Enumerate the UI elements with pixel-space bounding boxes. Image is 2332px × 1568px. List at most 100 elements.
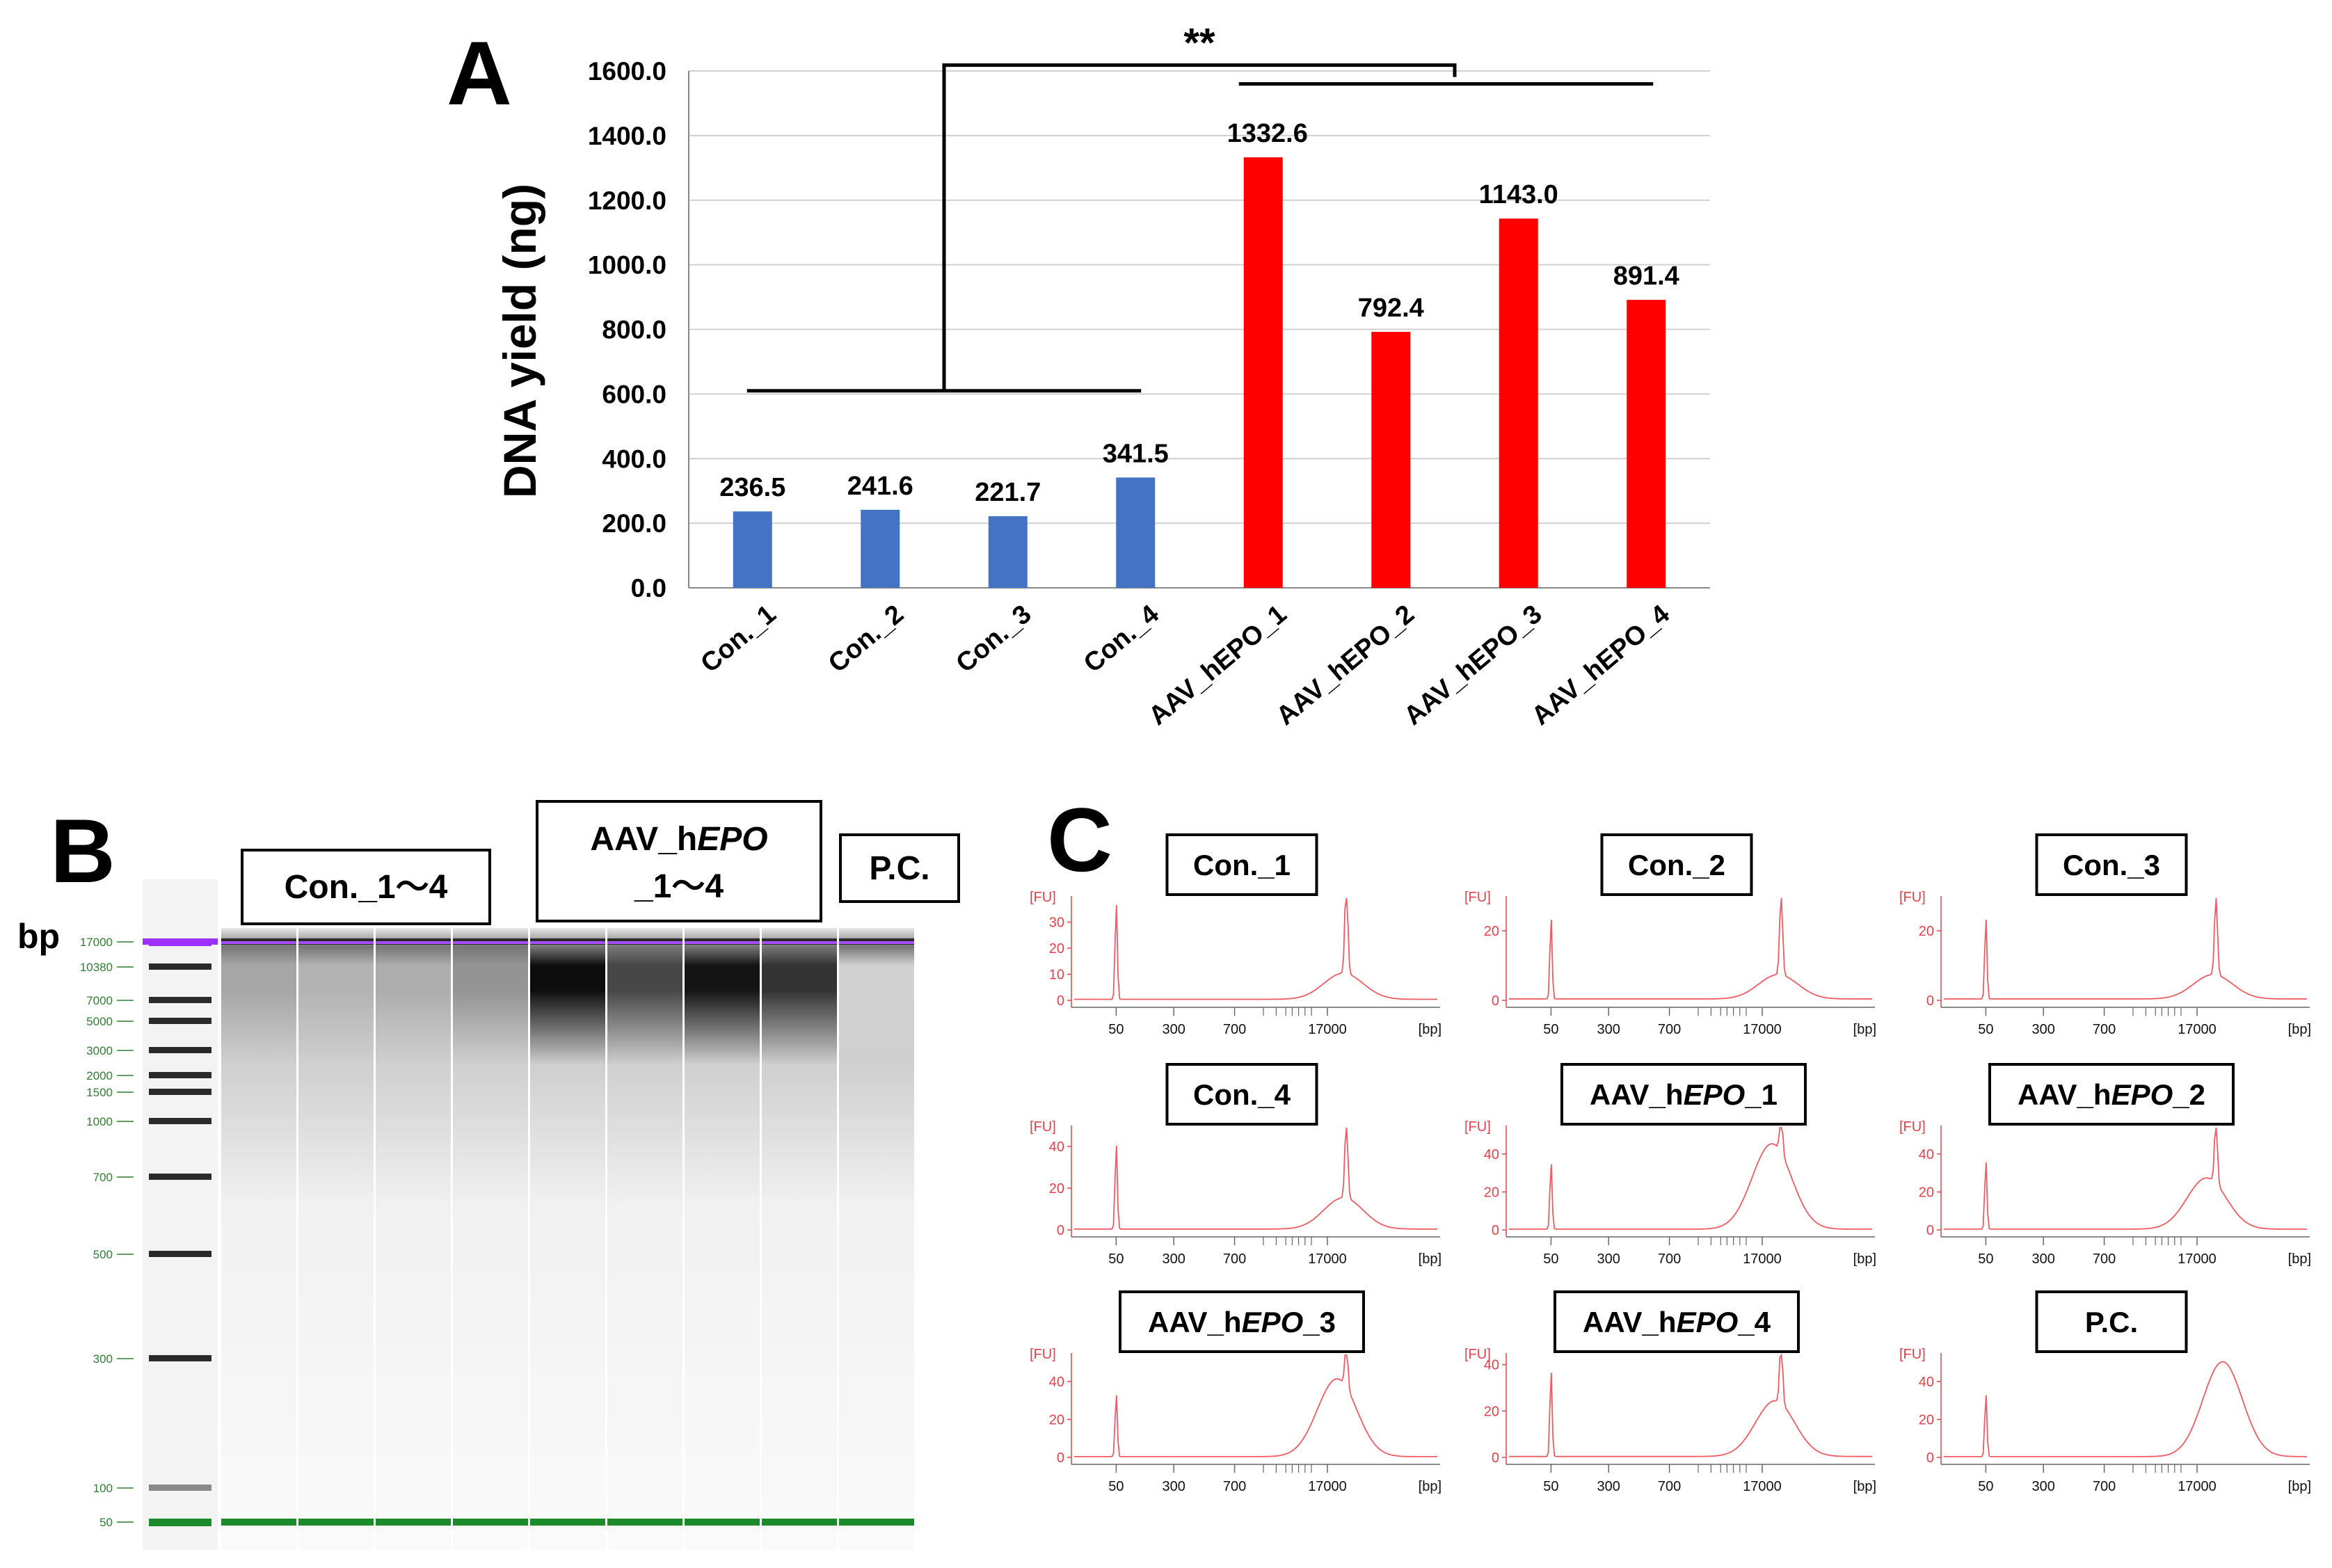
trace-panel: P.C. [FU] 0 20 40 50 300 700 17000 [bp]: [1899, 1290, 2311, 1494]
x-tick-label: 700: [1223, 1022, 1246, 1037]
marker-band-purple: [453, 941, 528, 944]
marker-band-purple: [685, 941, 760, 944]
bar-Con._1: [733, 511, 772, 588]
x-tick-label: 50: [1543, 1479, 1558, 1494]
trace-title: AAV_hEPO_1: [1590, 1078, 1778, 1111]
y-tick-label: 0.0: [631, 574, 666, 602]
x-tick-label: 300: [1597, 1022, 1620, 1037]
ladder-band: [149, 963, 211, 970]
panel-letter-c: C: [1047, 789, 1112, 890]
y-tick-label: 0: [1492, 1223, 1499, 1238]
lane-group-aav-line2: _1〜4: [634, 868, 724, 905]
x-tick-label: 700: [1658, 1022, 1681, 1037]
y-tick-label: 0: [1926, 1223, 1934, 1238]
ladder-band: [149, 997, 211, 1003]
ladder-band: [149, 1018, 211, 1024]
y-unit-label: [FU]: [1899, 1347, 1926, 1362]
marker-band-purple: [298, 941, 374, 944]
y-unit-label: [FU]: [1899, 1119, 1926, 1135]
data-label: 236.5: [719, 473, 785, 502]
x-tick-label: 300: [2032, 1251, 2055, 1267]
x-tick-label: AAV_hEPO_2: [1271, 600, 1420, 731]
x-tick-label: 17000: [1308, 1251, 1347, 1267]
y-tick-label: 20: [1484, 924, 1499, 939]
y-unit-label: [FU]: [1899, 890, 1926, 905]
gel-lane: [298, 928, 374, 1550]
trace-title: AAV_hEPO_3: [1148, 1306, 1336, 1338]
x-unit-label: [bp]: [1419, 1022, 1441, 1037]
x-tick-label: 700: [1223, 1251, 1246, 1267]
y-tick-label: 20: [1919, 1412, 1934, 1427]
y-tick-label: 0: [1492, 1450, 1499, 1466]
marker-band-lower: [221, 1519, 296, 1526]
y-unit-label: [FU]: [1030, 1119, 1056, 1135]
trace-title-box: [1165, 833, 1318, 896]
x-tick-label: 50: [1108, 1022, 1124, 1037]
y-tick-label: 0: [1057, 1223, 1064, 1238]
x-tick-label: 17000: [1743, 1479, 1782, 1494]
x-unit-label: [bp]: [1853, 1479, 1876, 1494]
y-tick-label: 0: [1057, 993, 1064, 1009]
x-tick-label: 700: [1223, 1479, 1246, 1494]
x-tick-label: Con._3: [950, 600, 1037, 679]
bar-AAV_hEPO_4: [1627, 300, 1666, 588]
data-label: 221.7: [975, 478, 1041, 507]
marker-band-lower: [762, 1519, 837, 1526]
trace-title: Con._2: [1628, 849, 1725, 881]
ladder-band: [149, 1519, 211, 1526]
ladder-label: 10380: [80, 961, 113, 974]
marker-band-lower: [298, 1519, 374, 1526]
ladder-label: 2000: [86, 1069, 113, 1082]
x-tick-label: Con._2: [823, 600, 909, 679]
x-tick-label: 17000: [1308, 1479, 1347, 1494]
gel-lane: [530, 928, 605, 1550]
data-label: 1332.6: [1227, 119, 1308, 148]
trace-line: [1509, 897, 1872, 1000]
gel-lane: [685, 928, 760, 1550]
marker-band-purple: [607, 941, 682, 944]
ladder-label: 5000: [86, 1015, 113, 1028]
gel-lane: [453, 928, 528, 1550]
trace-title: AAV_hEPO_2: [2018, 1078, 2205, 1111]
gel-lane: [607, 928, 682, 1550]
bar-AAV_hEPO_2: [1371, 332, 1411, 588]
significance-bracket: [942, 63, 1457, 391]
trace-title: P.C.: [2085, 1306, 2138, 1338]
gel-lane: [762, 928, 837, 1550]
data-label: 241.6: [847, 472, 913, 501]
trace-title-box: [1988, 1063, 2235, 1126]
marker-band-lower: [685, 1519, 760, 1526]
x-tick-label: 17000: [2178, 1022, 2217, 1037]
x-tick-label: AAV_hEPO_3: [1398, 600, 1547, 731]
trace-panel: Con._3 [FU] 0 20 50 300 700 17000 [bp]: [1899, 833, 2311, 1037]
lane-group-label-aav: AAV_hEPO _1〜4: [536, 800, 822, 922]
y-tick-label: 800.0: [602, 316, 666, 344]
bar-AAV_hEPO_3: [1499, 218, 1538, 588]
x-unit-label: [bp]: [2288, 1479, 2311, 1494]
panel-letter-a: A: [447, 22, 512, 124]
x-tick-label: 50: [1978, 1251, 1993, 1267]
x-tick-label: 700: [1658, 1479, 1681, 1494]
y-tick-label: 20: [1049, 1181, 1064, 1197]
significance-stars: **: [1183, 21, 1215, 66]
y-tick-label: 0: [1926, 1450, 1934, 1466]
trace-panel: AAV_hEPO_1 [FU] 0 20 40 50 300 700 17000 [bp]: [1464, 1063, 1876, 1267]
y-tick-label: 1600.0: [588, 57, 666, 86]
x-unit-label: [bp]: [1419, 1479, 1441, 1494]
y-unit-label: [FU]: [1030, 1347, 1056, 1362]
x-unit-label: [bp]: [2288, 1251, 2311, 1267]
marker-band-lower: [607, 1519, 682, 1526]
x-tick-label: 700: [2093, 1251, 2116, 1267]
marker-band-lower: [376, 1519, 451, 1526]
marker-band-lower: [839, 1519, 914, 1526]
ladder-label: 1000: [86, 1115, 113, 1128]
y-tick-label: 20: [1049, 941, 1064, 957]
y-tick-label: 20: [1919, 924, 1934, 939]
trace-line: [1944, 1127, 2307, 1230]
y-tick-label: 20: [1484, 1185, 1499, 1200]
ladder-label: 700: [93, 1171, 113, 1184]
y-tick-label: 40: [1919, 1375, 1934, 1390]
y-tick-label: 40: [1484, 1358, 1499, 1373]
x-tick-label: 700: [2093, 1022, 2116, 1037]
